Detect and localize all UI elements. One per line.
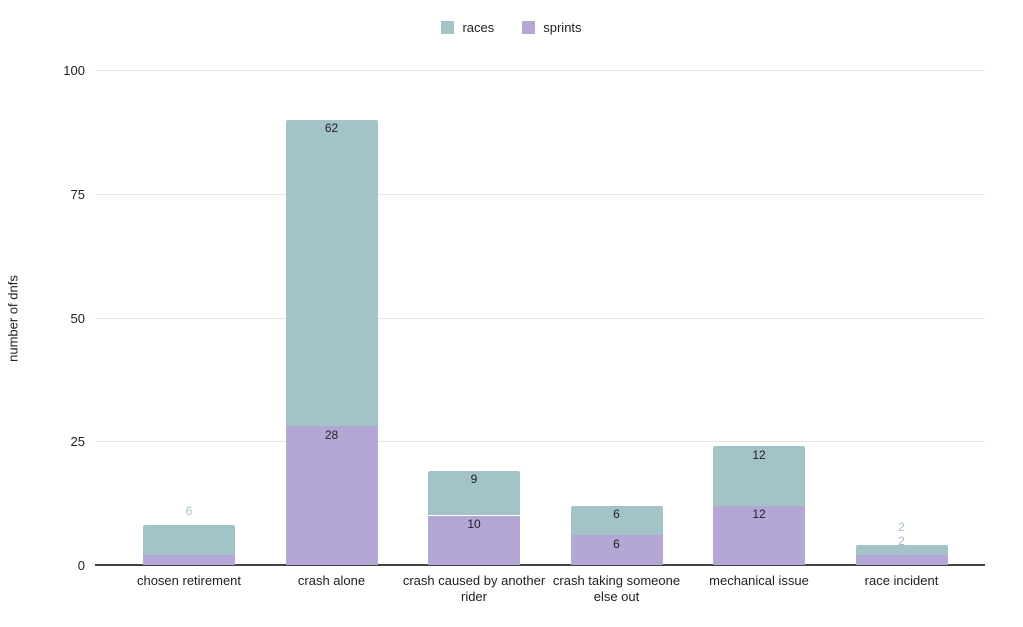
bar-value-label: 6: [613, 536, 620, 551]
bar-segment-sprints[interactable]: [428, 515, 520, 565]
bar-segment-sprints[interactable]: [143, 555, 235, 565]
x-axis-line: [95, 564, 985, 566]
y-axis-tick-label: 50: [70, 310, 85, 326]
x-axis-category-label: chosen retirement: [136, 573, 242, 588]
bar-value-label: 6: [613, 507, 620, 522]
bar-value-label: 12: [752, 507, 766, 522]
bar-segment-sprints[interactable]: [285, 426, 378, 565]
bar-value-label: 12: [752, 447, 766, 462]
bar-segment-sprints[interactable]: [855, 555, 948, 565]
bar-value-label: 6: [185, 503, 193, 518]
y-axis-tick-label: 0: [77, 558, 85, 573]
bar-segment-races[interactable]: [713, 446, 805, 506]
bar-value-label: 9: [470, 472, 478, 487]
y-axis-tick-label: 100: [63, 63, 85, 78]
x-axis-category-label: mechanical issue: [709, 573, 809, 588]
y-axis-tick-label: 75: [70, 186, 85, 202]
bar-segment-races[interactable]: [143, 525, 235, 556]
bar-segment-races[interactable]: [570, 505, 663, 536]
legend-item-sprints[interactable]: sprints: [522, 20, 582, 35]
bar-value-label: 28: [324, 427, 339, 442]
bar-segment-races[interactable]: [855, 545, 948, 556]
bar-segment-sprints[interactable]: [570, 535, 663, 565]
gridline: [95, 441, 985, 443]
y-axis-title: number of dnfs: [5, 275, 21, 362]
legend-swatch-sprints-icon: [522, 21, 536, 34]
x-axis-category-label: race incident: [864, 573, 939, 588]
bar-value-label: 2: [898, 533, 905, 548]
chart-legend: races sprints: [0, 20, 1023, 35]
legend-label: races: [462, 20, 495, 35]
legend-swatch-races-icon: [441, 21, 455, 34]
x-axis-category-label: crash alone: [297, 573, 366, 588]
legend-label: sprints: [543, 20, 582, 35]
y-axis-tick-label: 25: [70, 434, 85, 450]
gridline: [95, 193, 985, 195]
bar-value-label: 62: [324, 121, 339, 135]
bar-value-label: 2: [898, 519, 905, 534]
gridline: [95, 70, 985, 71]
bar-segment-races[interactable]: [285, 119, 378, 427]
bar-segment-sprints[interactable]: [713, 505, 805, 565]
legend-item-races[interactable]: races: [441, 20, 494, 35]
x-axis-category-label: crash taking someone else out: [552, 573, 681, 604]
bar-segment-races[interactable]: [428, 470, 520, 516]
x-axis-category-label: crash caused by another rider: [402, 573, 546, 604]
gridline: [95, 317, 985, 319]
bar-value-label: 10: [467, 517, 481, 531]
